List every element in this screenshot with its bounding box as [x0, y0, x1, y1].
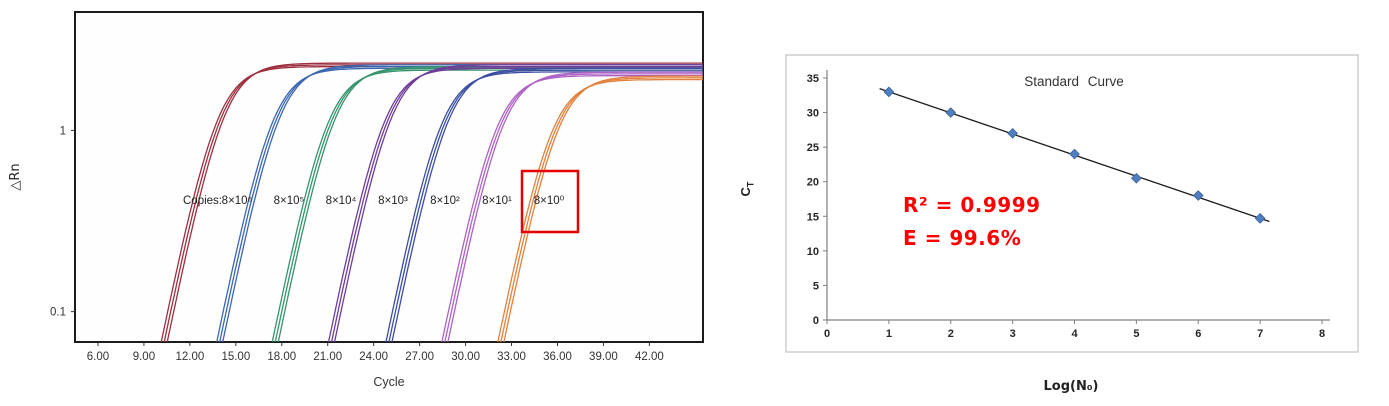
amp-x-tick-label: 30.00 [451, 351, 480, 363]
std-y-axis-label: CT [737, 159, 756, 219]
data-point-6 [1254, 212, 1266, 224]
std-x-axis-ticks: 0 1 2 3 4 5 6 7 8 [824, 320, 1325, 340]
copies-label-6: 8×10⁰ [534, 195, 565, 207]
amp-curve-series5-rep0 [441, 74, 703, 342]
std-x-tick-label: 4 [1071, 328, 1078, 340]
std-y-tick-label: 15 [807, 211, 819, 223]
copies-prefix-label: Copies: [183, 195, 222, 207]
std-y-axis-ticks: 0 5 10 15 20 25 30 35 [807, 73, 827, 327]
amp-curve-series5-rep1 [444, 73, 703, 342]
amp-curve-series4-rep2 [391, 67, 703, 342]
std-x-tick-label: 6 [1195, 328, 1201, 340]
copies-label-3: 8×10³ [378, 195, 408, 207]
copies-label-2: 8×10⁴ [326, 195, 357, 207]
amp-x-tick-label: 36.00 [543, 351, 572, 363]
std-y-axis-label-sub: T [745, 181, 756, 188]
amp-x-tick-label: 18.00 [267, 351, 296, 363]
std-x-axis-label: Log(N₀) [1043, 379, 1099, 394]
amp-y-tick-label: 1 [60, 125, 66, 137]
amp-x-tick-label: 12.00 [175, 351, 204, 363]
copies-label-0: 8×10⁶ [222, 195, 253, 207]
amp-y-axis-ticks: 10.1 [50, 125, 75, 319]
amplification-plot-frame [74, 11, 704, 343]
std-y-tick-label: 10 [807, 246, 819, 258]
standard-curve-title: Standard Curve [1024, 74, 1124, 89]
amp-curve-series5-rep2 [447, 71, 703, 342]
std-y-tick-label: 30 [807, 108, 819, 120]
r-squared-annotation: R² = 0.9999 [903, 193, 1041, 217]
copies-labels: Copies: 8×10⁶ 8×10⁵ 8×10⁴ 8×10³ 8×10² 8×10¹ 8×1… [183, 195, 565, 207]
std-x-tick-label: 0 [824, 328, 830, 340]
amp-x-axis-label: Cycle [373, 375, 405, 389]
copies-label-4: 8×10² [430, 195, 460, 207]
amp-x-tick-label: 24.00 [359, 351, 388, 363]
copies-label-5: 8×10¹ [482, 195, 512, 207]
amp-x-tick-label: 42.00 [635, 351, 664, 363]
highlight-box [520, 169, 580, 234]
std-x-tick-label: 8 [1319, 328, 1325, 340]
std-x-tick-label: 7 [1257, 328, 1263, 340]
amp-curve-series3-rep1 [330, 65, 703, 342]
amp-y-axis-label: △Rn [8, 163, 23, 191]
amp-x-tick-label: 39.00 [589, 351, 618, 363]
amp-curve-series6-rep0 [497, 78, 703, 342]
std-x-tick-label: 1 [886, 328, 892, 340]
data-point-1 [945, 107, 957, 118]
std-y-tick-label: 25 [807, 142, 819, 154]
amp-x-tick-label: 21.00 [313, 351, 342, 363]
std-y-tick-label: 35 [807, 73, 819, 85]
efficiency-annotation: E = 99.6% [903, 226, 1022, 250]
data-point-5 [1192, 190, 1204, 201]
std-y-tick-label: 0 [813, 315, 819, 327]
amp-x-tick-label: 33.00 [497, 351, 526, 363]
copies-label-1: 8×10⁵ [274, 195, 305, 207]
data-points [883, 86, 1266, 224]
amp-curve-series6-rep2 [503, 75, 703, 342]
amp-x-axis-ticks: 6.00 9.00 12.00 15.00 18.00 21.00 24.00 27.00 30… [87, 342, 664, 363]
data-point-4 [1131, 172, 1142, 184]
standard-curve-frame [785, 54, 1359, 353]
amp-curve-series3-rep2 [333, 64, 703, 342]
std-y-tick-label: 5 [813, 280, 819, 292]
data-point-2 [1007, 127, 1018, 139]
amp-x-tick-label: 27.00 [405, 351, 434, 363]
amp-x-tick-label: 9.00 [133, 351, 155, 363]
data-point-0 [883, 86, 895, 98]
amplification-curves [160, 62, 703, 342]
std-x-tick-label: 5 [1133, 328, 1139, 340]
std-y-tick-label: 20 [807, 177, 819, 189]
amp-curve-series0-rep2 [166, 62, 703, 342]
data-point-3 [1069, 148, 1080, 160]
amp-curve-series4-rep1 [388, 69, 703, 342]
amp-x-tick-label: 15.00 [221, 351, 250, 363]
std-x-tick-label: 2 [948, 328, 954, 340]
std-y-axis-label-main: C [738, 187, 753, 197]
amp-y-tick-label: 0.1 [50, 307, 66, 319]
amp-x-tick-label: 6.00 [87, 351, 109, 363]
std-x-tick-label: 3 [1010, 328, 1016, 340]
